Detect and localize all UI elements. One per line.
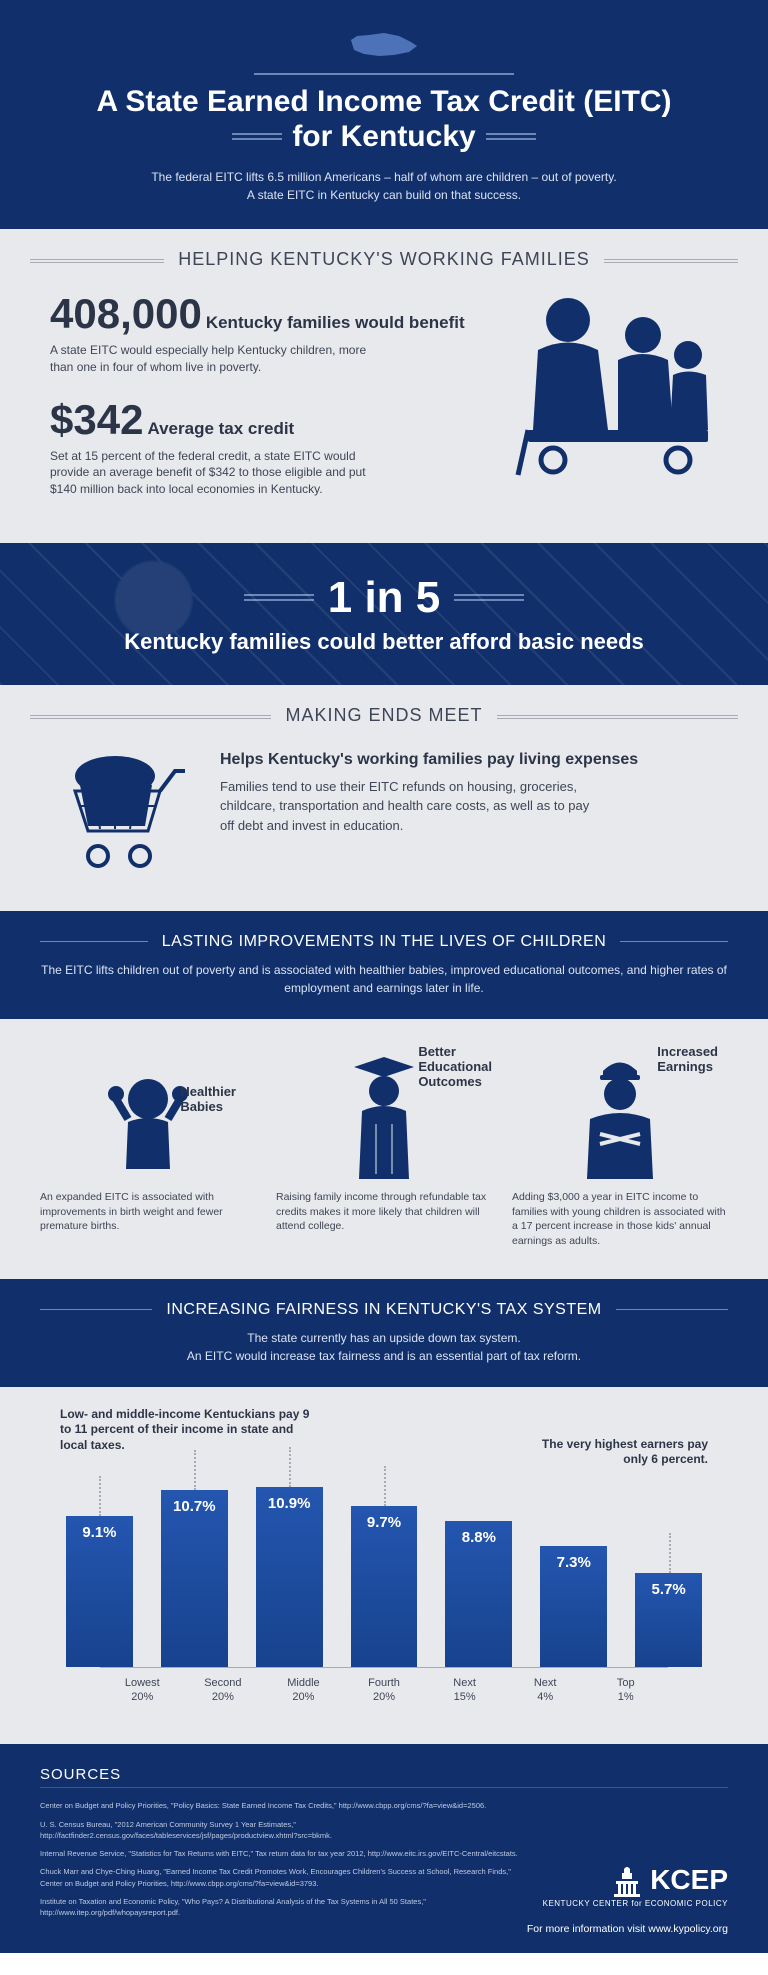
bar-0: 9.1%: [60, 1516, 139, 1666]
banner-big-row: 1 in 5: [40, 573, 728, 623]
sec3-intro: The EITC lifts children out of poverty a…: [40, 961, 728, 997]
source-2: Internal Revenue Service, "Statistics fo…: [40, 1848, 520, 1859]
kcep-sub: KENTUCKY CENTER for ECONOMIC POLICY: [543, 1899, 728, 1908]
col1-heading: Healthier Babies: [180, 1084, 236, 1114]
bar-2: 10.9%: [250, 1487, 329, 1667]
family-illustration-icon: [478, 280, 738, 490]
sec2-text: Helps Kentucky's working families pay li…: [220, 751, 638, 836]
accent-left: [232, 130, 282, 143]
sources-title: SOURCES: [40, 1766, 728, 1783]
kcep-text: KCEP: [650, 1864, 728, 1896]
bar-3: 9.7%: [345, 1506, 424, 1666]
chart-note-left: Low- and middle-income Kentuckians pay 9…: [60, 1407, 320, 1454]
chart-categories: Lowest 20% Second 20% Middle 20% Fourth 20%…: [50, 1668, 718, 1705]
cat-1: Second 20%: [191, 1676, 256, 1705]
banner-big: 1 in 5: [328, 573, 441, 623]
sec2-title: MAKING ENDS MEET: [0, 685, 768, 736]
sec4-title: INCREASING FAIRNESS IN KENTUCKY'S TAX SY…: [166, 1301, 601, 1319]
col3-body: Adding $3,000 a year in EITC income to f…: [512, 1190, 728, 1249]
col-education: Better Educational Outcomes Raising fami…: [276, 1044, 492, 1249]
header-rule-top: [40, 73, 728, 75]
sec2-heading: Helps Kentucky's working families pay li…: [220, 751, 638, 769]
col1-body: An expanded EITC is associated with impr…: [40, 1190, 256, 1234]
accent-right: [486, 130, 536, 143]
cat-3: Fourth 20%: [352, 1676, 417, 1705]
sec1-title: HELPING KENTUCKY'S WORKING FAMILIES: [0, 229, 768, 280]
tax-chart: Low- and middle-income Kentuckians pay 9…: [50, 1407, 718, 1667]
bar-5: 7.3%: [534, 1546, 613, 1667]
sec2-body-text: Families tend to use their EITC refunds …: [220, 777, 600, 836]
cat-0: Lowest 20%: [110, 1676, 175, 1705]
title-line2-wrap: for Kentucky: [40, 120, 728, 155]
stat2-num: $342: [50, 396, 143, 443]
sec2-title-text: MAKING ENDS MEET: [285, 705, 482, 726]
col2-heading: Better Educational Outcomes: [418, 1044, 492, 1089]
sec1-body: 408,000 Kentucky families would benefit …: [0, 280, 768, 543]
chart-note-right: The very highest earners pay only 6 perc…: [528, 1437, 708, 1468]
sec1-title-text: HELPING KENTUCKY'S WORKING FAMILIES: [178, 249, 590, 270]
cat-2: Middle 20%: [271, 1676, 336, 1705]
cat-4: Next 15%: [432, 1676, 497, 1705]
stat2-body: Set at 15 percent of the federal credit,…: [50, 448, 390, 498]
sec4-header: INCREASING FAIRNESS IN KENTUCKY'S TAX SY…: [0, 1279, 768, 1387]
title-line2: for Kentucky: [292, 120, 475, 155]
sec4-body: Low- and middle-income Kentuckians pay 9…: [0, 1387, 768, 1745]
more-info: For more information visit www.kypolicy.…: [527, 1923, 728, 1935]
kcep-logo: KCEP KENTUCKY CENTER for ECONOMIC POLICY: [543, 1863, 728, 1908]
capitol-icon: [610, 1863, 644, 1897]
sec3-header: LASTING IMPROVEMENTS IN THE LIVES OF CHI…: [0, 911, 768, 1019]
stat2-label: Average tax credit: [147, 419, 294, 438]
sec2-body: Helps Kentucky's working families pay li…: [0, 736, 768, 911]
col3-heading: Increased Earnings: [657, 1044, 718, 1074]
baby-icon: [98, 1064, 198, 1184]
stat1-label: Kentucky families would benefit: [206, 313, 465, 332]
page-title: A State Earned Income Tax Credit (EITC) …: [40, 85, 728, 154]
bar-4: 8.8%: [439, 1521, 518, 1666]
cat-6: Top 1%: [593, 1676, 658, 1705]
source-4: Institute on Taxation and Economic Polic…: [40, 1896, 520, 1919]
banner-sub: Kentucky families could better afford ba…: [40, 629, 728, 655]
sec3-title: LASTING IMPROVEMENTS IN THE LIVES OF CHI…: [162, 933, 607, 951]
stat1-body: A state EITC would especially help Kentu…: [50, 342, 390, 376]
sec4-intro: The state currently has an upside down t…: [40, 1329, 728, 1365]
header-intro: The federal EITC lifts 6.5 million Ameri…: [40, 168, 728, 204]
col-earnings: Increased Earnings Adding $3,000 a year …: [512, 1044, 728, 1249]
bar-1: 10.7%: [155, 1490, 234, 1667]
source-0: Center on Budget and Policy Priorities, …: [40, 1800, 520, 1811]
col-babies: Healthier Babies An expanded EITC is ass…: [40, 1044, 256, 1249]
kentucky-shape-icon: [349, 30, 419, 60]
title-line1: A State Earned Income Tax Credit (EITC): [96, 85, 671, 118]
shopping-cart-icon: [50, 751, 190, 881]
col2-body: Raising family income through refundable…: [276, 1190, 492, 1234]
source-3: Chuck Marr and Chye-Ching Huang, "Earned…: [40, 1866, 520, 1889]
infographic-page: A State Earned Income Tax Credit (EITC) …: [0, 0, 768, 1953]
header: A State Earned Income Tax Credit (EITC) …: [0, 0, 768, 229]
cat-5: Next 4%: [513, 1676, 578, 1705]
sec3-body: Healthier Babies An expanded EITC is ass…: [0, 1019, 768, 1279]
bar-6: 5.7%: [629, 1573, 708, 1667]
sources: SOURCES Center on Budget and Policy Prio…: [0, 1744, 768, 1953]
banner-1in5: 1 in 5 Kentucky families could better af…: [0, 543, 768, 685]
stat1-num: 408,000: [50, 290, 202, 337]
source-1: U. S. Census Bureau, "2012 American Comm…: [40, 1819, 520, 1842]
sources-rule: [40, 1787, 728, 1788]
